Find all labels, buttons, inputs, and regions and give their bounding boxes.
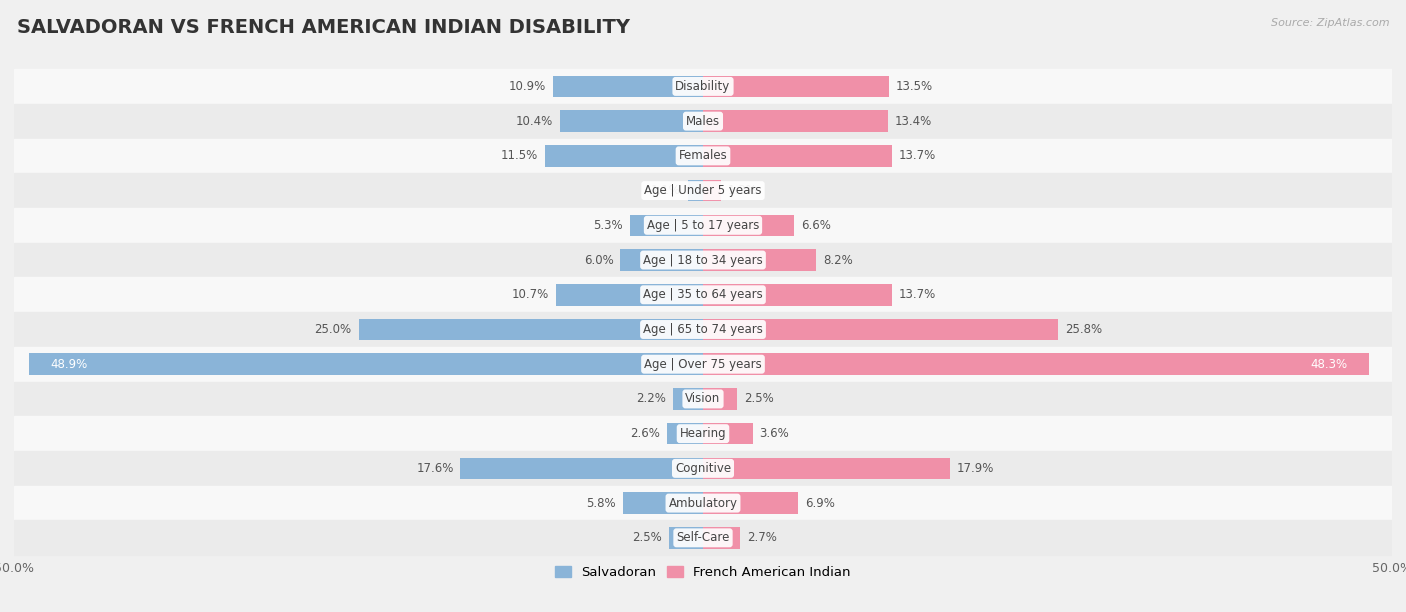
Text: 17.9%: 17.9% bbox=[956, 462, 994, 475]
Text: Self-Care: Self-Care bbox=[676, 531, 730, 544]
Bar bbox=[359, 319, 703, 340]
Bar bbox=[560, 110, 703, 132]
Text: 13.7%: 13.7% bbox=[898, 149, 936, 162]
Bar bbox=[630, 215, 703, 236]
Bar bbox=[669, 527, 703, 548]
Bar bbox=[703, 284, 891, 305]
Bar bbox=[14, 208, 1392, 243]
Bar bbox=[461, 458, 703, 479]
Text: 17.6%: 17.6% bbox=[416, 462, 454, 475]
Bar bbox=[703, 249, 815, 271]
Bar bbox=[14, 243, 1392, 277]
Bar bbox=[14, 486, 1392, 520]
Text: 25.8%: 25.8% bbox=[1066, 323, 1102, 336]
Bar bbox=[703, 388, 738, 409]
Bar bbox=[703, 527, 740, 548]
Bar bbox=[620, 249, 703, 271]
Text: 6.6%: 6.6% bbox=[801, 219, 831, 232]
Text: 48.9%: 48.9% bbox=[49, 357, 87, 371]
Text: 13.4%: 13.4% bbox=[894, 114, 932, 128]
Bar bbox=[14, 451, 1392, 486]
Bar bbox=[14, 416, 1392, 451]
Bar bbox=[14, 104, 1392, 138]
Text: 10.7%: 10.7% bbox=[512, 288, 548, 301]
Text: SALVADORAN VS FRENCH AMERICAN INDIAN DISABILITY: SALVADORAN VS FRENCH AMERICAN INDIAN DIS… bbox=[17, 18, 630, 37]
Bar bbox=[14, 69, 1392, 104]
Text: 1.3%: 1.3% bbox=[728, 184, 758, 197]
Text: 10.9%: 10.9% bbox=[509, 80, 546, 93]
Text: Source: ZipAtlas.com: Source: ZipAtlas.com bbox=[1271, 18, 1389, 28]
Text: 11.5%: 11.5% bbox=[501, 149, 537, 162]
Bar bbox=[703, 145, 891, 166]
Text: 25.0%: 25.0% bbox=[315, 323, 352, 336]
Bar bbox=[14, 381, 1392, 416]
Text: 13.7%: 13.7% bbox=[898, 288, 936, 301]
Text: Age | 65 to 74 years: Age | 65 to 74 years bbox=[643, 323, 763, 336]
Bar bbox=[703, 180, 721, 201]
Bar bbox=[703, 492, 799, 514]
Bar bbox=[703, 215, 794, 236]
Text: 13.5%: 13.5% bbox=[896, 80, 934, 93]
Text: Cognitive: Cognitive bbox=[675, 462, 731, 475]
Text: Age | 5 to 17 years: Age | 5 to 17 years bbox=[647, 219, 759, 232]
Text: 6.9%: 6.9% bbox=[806, 496, 835, 510]
Text: Hearing: Hearing bbox=[679, 427, 727, 440]
Bar bbox=[672, 388, 703, 409]
Text: Males: Males bbox=[686, 114, 720, 128]
Bar bbox=[703, 423, 752, 444]
Text: Age | 18 to 34 years: Age | 18 to 34 years bbox=[643, 253, 763, 267]
Bar bbox=[553, 76, 703, 97]
Bar bbox=[14, 138, 1392, 173]
Bar bbox=[14, 312, 1392, 347]
Legend: Salvadoran, French American Indian: Salvadoran, French American Indian bbox=[550, 561, 856, 584]
Bar bbox=[703, 76, 889, 97]
Text: 2.6%: 2.6% bbox=[630, 427, 661, 440]
Text: Disability: Disability bbox=[675, 80, 731, 93]
Text: Age | Under 5 years: Age | Under 5 years bbox=[644, 184, 762, 197]
Text: 10.4%: 10.4% bbox=[516, 114, 553, 128]
Text: 2.5%: 2.5% bbox=[631, 531, 662, 544]
Text: Age | 35 to 64 years: Age | 35 to 64 years bbox=[643, 288, 763, 301]
Text: Ambulatory: Ambulatory bbox=[668, 496, 738, 510]
Text: 8.2%: 8.2% bbox=[823, 253, 852, 267]
Text: 5.3%: 5.3% bbox=[593, 219, 623, 232]
Bar bbox=[14, 347, 1392, 381]
Bar bbox=[14, 173, 1392, 208]
Bar bbox=[14, 277, 1392, 312]
Bar bbox=[668, 423, 703, 444]
Bar bbox=[703, 458, 949, 479]
Bar bbox=[688, 180, 703, 201]
Bar bbox=[703, 354, 1368, 375]
Text: Age | Over 75 years: Age | Over 75 years bbox=[644, 357, 762, 371]
Bar bbox=[30, 354, 703, 375]
Text: Females: Females bbox=[679, 149, 727, 162]
Text: Vision: Vision bbox=[685, 392, 721, 405]
Text: 2.7%: 2.7% bbox=[747, 531, 778, 544]
Text: 1.1%: 1.1% bbox=[651, 184, 681, 197]
Bar bbox=[544, 145, 703, 166]
Bar bbox=[703, 110, 887, 132]
Text: 3.6%: 3.6% bbox=[759, 427, 789, 440]
Bar bbox=[555, 284, 703, 305]
Text: 6.0%: 6.0% bbox=[583, 253, 613, 267]
Text: 2.5%: 2.5% bbox=[744, 392, 775, 405]
Text: 2.2%: 2.2% bbox=[636, 392, 666, 405]
Text: 48.3%: 48.3% bbox=[1310, 357, 1348, 371]
Bar bbox=[703, 319, 1059, 340]
Bar bbox=[623, 492, 703, 514]
Bar bbox=[14, 520, 1392, 555]
Text: 5.8%: 5.8% bbox=[586, 496, 616, 510]
